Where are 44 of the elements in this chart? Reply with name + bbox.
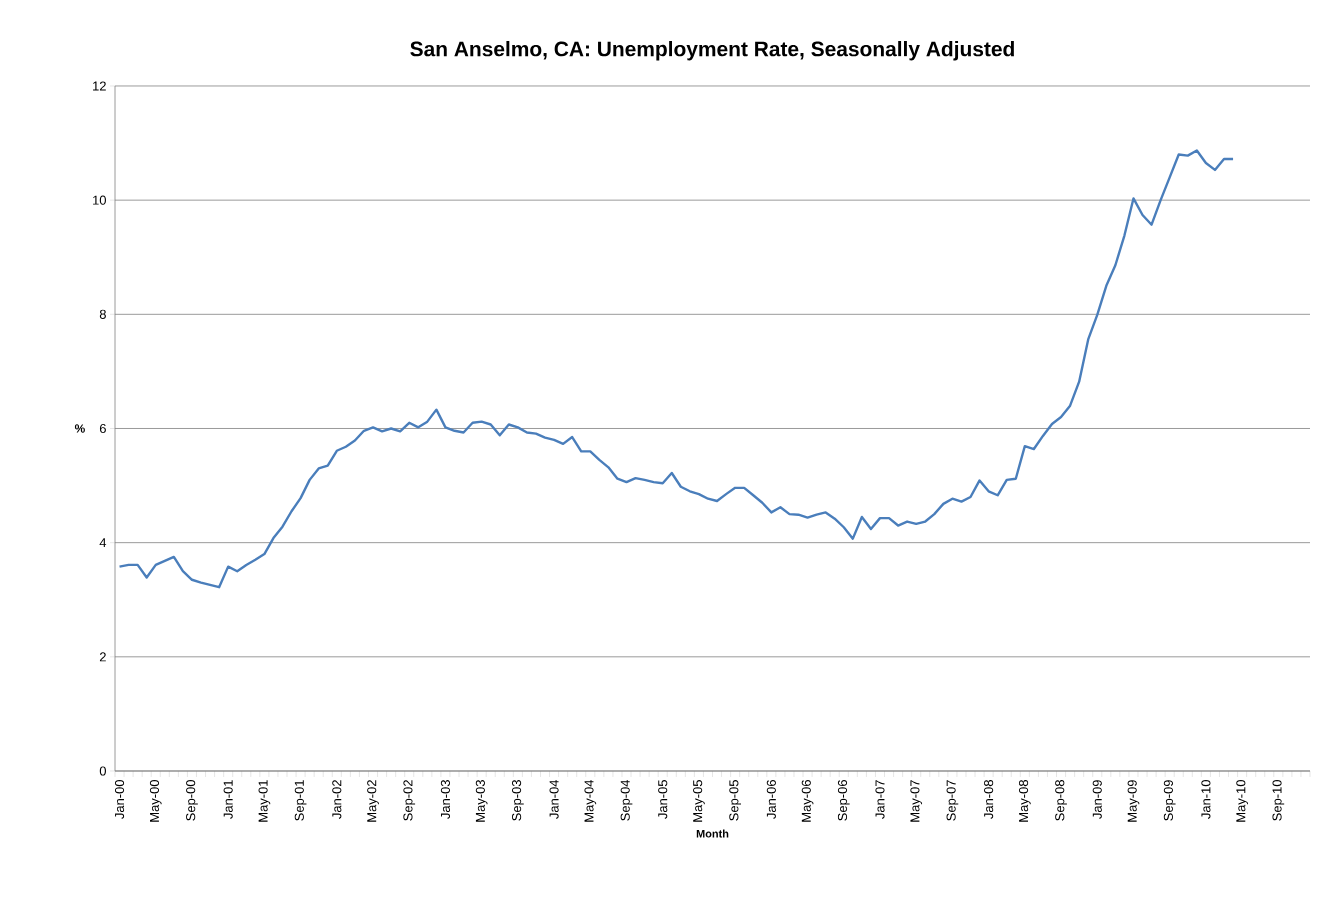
x-tick-label: Sep-04: [620, 779, 633, 821]
y-tick-label: 6: [99, 423, 106, 434]
y-tick-label: 8: [99, 309, 106, 319]
x-tick-label: Jan-03: [440, 780, 451, 819]
x-tick-label: Jan-04: [549, 779, 559, 819]
y-tick-label: 0: [99, 766, 106, 776]
x-tick-label: May-05: [693, 780, 705, 822]
x-tick-label: May-08: [1018, 780, 1031, 822]
x-tick-label: Sep-02: [403, 780, 416, 821]
x-tick-label: Sep-01: [294, 780, 307, 821]
x-tick-label: Jan-02: [332, 780, 342, 819]
line-series: [118, 149, 1235, 589]
x-axis-title: Month: [696, 829, 729, 838]
x-tick-label: May-01: [258, 780, 271, 822]
x-tick-label: Jan-08: [984, 780, 994, 819]
x-tick-label: Jan-00: [114, 780, 125, 819]
x-tick-label: May-03: [475, 780, 488, 822]
x-tick-label: Sep-05: [729, 780, 741, 821]
y-tick-label: 2: [99, 652, 106, 662]
x-tick-label: May-07: [910, 780, 923, 822]
x-tick-label: May-09: [1127, 780, 1140, 822]
x-tick-label: Sep-03: [512, 780, 524, 821]
x-tick-label: Sep-09: [1163, 780, 1176, 821]
x-tick-label: May-00: [149, 780, 162, 822]
y-tick-label: 12: [93, 81, 106, 91]
x-tick-label: Sep-00: [186, 780, 198, 821]
x-tick-label: Sep-07: [946, 780, 959, 821]
y-tick-label: 10: [93, 195, 106, 205]
y-tick-label: 4: [99, 538, 107, 548]
x-tick-label: Sep-08: [1055, 780, 1067, 821]
x-tick-label: Jan-01: [223, 780, 233, 819]
x-tick-label: Sep-10: [1272, 780, 1285, 821]
x-tick-label: May-06: [801, 780, 814, 822]
x-tick-label: May-10: [1236, 780, 1248, 822]
x-tick-label: Sep-06: [837, 780, 850, 821]
x-tick-label: Jan-06: [766, 780, 776, 819]
x-tick-label: May-04: [584, 779, 597, 822]
x-tick-label: Jan-07: [875, 780, 885, 819]
chart-title: San Anselmo, CA: Unemployment Rate, Seasonally Adjusted: [410, 40, 1014, 61]
x-tick-label: May-02: [367, 780, 379, 822]
x-tick-label: Jan-05: [658, 780, 668, 819]
x-tick-label: Jan-09: [1092, 780, 1102, 819]
x-tick-label: Jan-10: [1201, 780, 1211, 819]
y-axis-title: %: [74, 424, 85, 433]
